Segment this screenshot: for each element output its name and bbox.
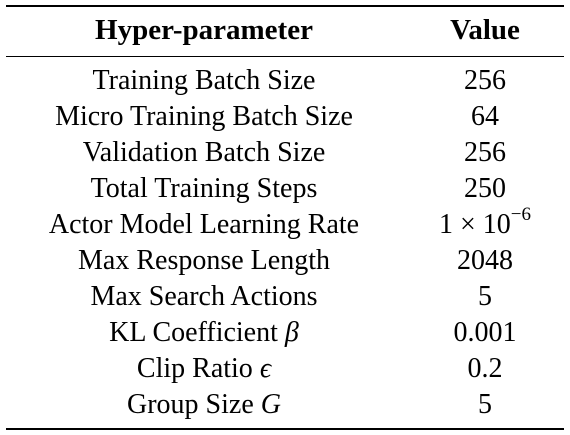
param-cell: Validation Batch Size [82,137,326,168]
value-cell: 1 × 10−6 [408,203,562,243]
table-row: Clip Ratio ϵ 0.2 [0,351,570,387]
table-row: Training Batch Size 256 [0,63,570,99]
param-label: Clip Ratio [136,353,260,384]
param-cell: Micro Training Batch Size [55,101,353,132]
param-cell: Total Training Steps [90,173,318,204]
value-cell: 5 [478,389,492,420]
value-cell: 256 [464,65,506,96]
value-cell: 0.001 [453,317,517,348]
param-symbol: β [284,317,299,348]
param-symbol: ϵ [259,353,272,384]
param-cell: Group Size G [6,387,402,423]
table-row: Max Response Length 2048 [0,243,570,279]
value-base: 1 × 10 [438,209,511,240]
table-row: Actor Model Learning Rate 1 × 10−6 [0,203,570,243]
table-row: Max Search Actions 5 [0,279,570,315]
top-rule [6,5,564,7]
value-exponent: −6 [510,203,531,225]
value-cell: 0.2 [467,353,503,384]
table-row: KL Coefficient β 0.001 [0,315,570,351]
table-row: Micro Training Batch Size 64 [0,99,570,135]
param-cell: Training Batch Size [92,65,316,96]
value-cell: 64 [471,101,499,132]
param-symbol: G [260,389,281,420]
param-label: Group Size [127,389,261,420]
param-cell: Actor Model Learning Rate [48,209,360,240]
param-cell: Max Search Actions [90,281,318,312]
table-row: Validation Batch Size 256 [0,135,570,171]
table-row: Total Training Steps 250 [0,171,570,207]
value-cell: 256 [464,137,506,168]
param-label: KL Coefficient [109,317,285,348]
table-row: Group Size G 5 [0,387,570,423]
param-cell: Max Response Length [78,245,330,276]
param-cell: Clip Ratio ϵ [6,351,402,387]
value-cell: 5 [478,281,492,312]
bottom-rule [6,428,564,430]
param-cell: KL Coefficient β [6,315,402,351]
header-hyperparameter: Hyper-parameter [95,14,313,46]
header-value: Value [450,14,520,46]
value-cell: 250 [464,173,506,204]
value-cell: 2048 [457,245,513,276]
header-rule [6,56,564,58]
